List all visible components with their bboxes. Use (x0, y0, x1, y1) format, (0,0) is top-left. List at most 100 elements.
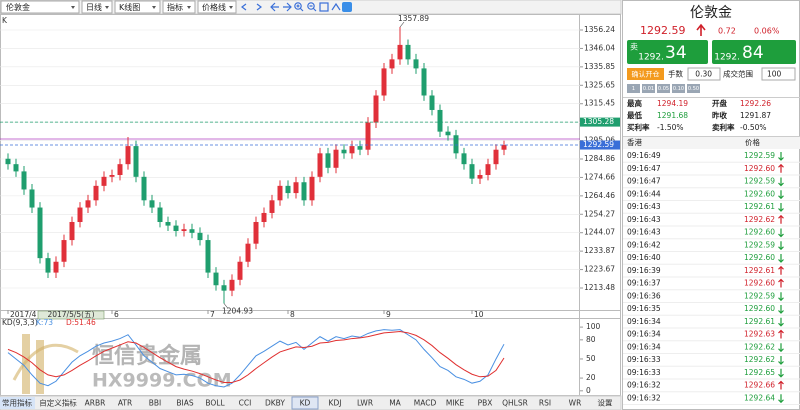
y-tick-label: 1346.04 (584, 43, 615, 52)
trade-price: 1292.64 (744, 393, 775, 402)
chart-kind-select[interactable] (114, 0, 161, 14)
tab[interactable]: BIAS (176, 399, 193, 408)
tab[interactable]: KDJ (329, 399, 342, 408)
tab[interactable]: DKBY (265, 399, 285, 408)
trade-price: 1292.65 (744, 368, 775, 377)
min-annotation: 1204.93 (222, 306, 253, 315)
tab[interactable]: QHLSR (502, 399, 528, 408)
candle-body (61, 240, 67, 262)
tab[interactable]: 自定义指标 (39, 398, 77, 408)
icon-right[interactable] (256, 3, 262, 11)
tab[interactable]: KD (300, 399, 311, 408)
quick-button[interactable] (642, 84, 655, 93)
candle-body (165, 221, 171, 226)
y-tick-label: 1244.07 (584, 228, 615, 237)
trade-arrow (778, 394, 784, 404)
icon-reset[interactable] (319, 2, 329, 12)
trade-arrow (778, 317, 784, 327)
candle-body (37, 207, 43, 259)
buy-tail: 84 (742, 43, 764, 63)
symbol-select[interactable] (0, 0, 80, 14)
dropdown-arrow (105, 6, 109, 9)
range-input[interactable] (761, 67, 796, 81)
trade-price: 1292.60 (744, 304, 775, 313)
tab[interactable]: ARBR (85, 399, 106, 408)
buy-head: 1292. (714, 53, 740, 63)
tab[interactable]: WR (569, 399, 582, 408)
tab[interactable]: ATR (118, 399, 132, 408)
icon-zoom-out[interactable] (307, 2, 315, 10)
trade-arrow (778, 292, 784, 302)
candle-body (5, 158, 11, 165)
confirm-button[interactable] (627, 68, 664, 80)
tab[interactable]: PBX (478, 399, 493, 408)
indicator-select[interactable] (162, 0, 196, 14)
trade-arrow (778, 265, 784, 275)
tab[interactable]: MA (389, 399, 401, 408)
trade-price: 1292.61 (744, 317, 775, 326)
tab[interactable]: RSI (539, 399, 551, 408)
tab[interactable]: MACD (414, 399, 437, 408)
trade-arrow (778, 190, 784, 200)
quick-button[interactable] (687, 84, 700, 93)
candle-body (253, 221, 259, 244)
trade-time: 09:16:47 (627, 177, 661, 186)
icon-back[interactable] (270, 2, 279, 12)
sell-button[interactable] (627, 40, 708, 64)
max-annotation: 1357.89 (398, 14, 429, 23)
quick-button[interactable] (627, 84, 640, 93)
price-label: 1305.28 (583, 117, 614, 126)
legend-entry: D:51.46 (66, 318, 96, 327)
trade-time: 09:16:39 (627, 266, 661, 275)
icon-app[interactable] (342, 2, 352, 12)
trade-time: 09:16:32 (627, 393, 661, 402)
candle-body (77, 207, 83, 222)
kd-line (7, 329, 505, 388)
candle-body (365, 122, 371, 150)
x-tick-label: 7 (210, 310, 215, 319)
icon-draw[interactable] (331, 2, 341, 11)
tab[interactable]: 设置 (598, 398, 613, 408)
tab[interactable]: 常用指标 (2, 398, 32, 408)
quick-button[interactable] (657, 84, 670, 93)
quick-label: 0.05 (658, 86, 669, 92)
trade-time: 09:16:49 (627, 151, 661, 160)
y-tick-label: 1335.85 (584, 62, 615, 71)
tab[interactable]: BOLL (205, 399, 225, 408)
trade-price: 1292.60 (744, 164, 775, 173)
candle-body (45, 258, 51, 273)
y-tick-label: 80 (586, 335, 596, 344)
tab[interactable]: MIKE (446, 399, 465, 408)
candle-body (149, 200, 155, 208)
trade-price: 1292.59 (744, 291, 775, 300)
buy-button[interactable] (712, 40, 796, 64)
panel-title: KD(9,3,3) (2, 318, 38, 327)
icon-zoom-out[interactable] (309, 5, 317, 12)
lots-input[interactable] (687, 67, 721, 81)
trade-time: 09:16:35 (627, 304, 661, 313)
period-select[interactable] (81, 0, 113, 14)
icon-forward[interactable] (283, 2, 292, 12)
icon-zoom-in[interactable] (296, 4, 304, 12)
tab[interactable]: LWR (357, 399, 373, 408)
tab[interactable]: BBI (149, 399, 162, 408)
trade-time: 09:16:37 (627, 279, 661, 288)
trade-price: 1292.60 (744, 189, 775, 198)
trade-time: 09:16:34 (627, 330, 661, 339)
quote-change-pct: 0.06% (754, 27, 780, 36)
quote-title: 伦敦金 (690, 5, 732, 21)
toolbar-icons[interactable] (241, 2, 341, 12)
icon-left[interactable] (241, 3, 247, 11)
trade-arrow (778, 368, 784, 378)
y-tick-label: 0 (586, 386, 591, 395)
tabs: 常用指标 自定义指标 ARBR ATR BBI BIAS BOLL CCI DKBY KD KDJ L… (0, 396, 613, 410)
quick-label: 0.01 (643, 86, 654, 92)
stat-value: -1.50% (657, 123, 684, 132)
price-line-select[interactable] (197, 0, 237, 14)
quick-button[interactable] (672, 84, 685, 93)
icon-zoom-in[interactable] (294, 2, 302, 10)
trade-arrow (778, 177, 784, 187)
tab[interactable]: CCI (239, 399, 252, 408)
chart-kind: K线图 (119, 2, 140, 12)
candle-body (325, 153, 331, 168)
